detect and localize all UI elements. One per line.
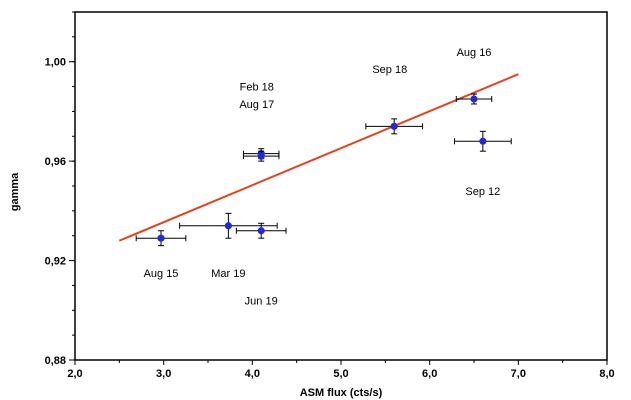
date-annotation: Aug 16 [457, 47, 492, 59]
annotation-layer: Aug 16 Sep 18 Feb 18 Aug 17 Sep 12 Aug 15 Mar … [144, 47, 501, 308]
y-tick-label: 1,00 [45, 57, 66, 69]
y-tick-label: 0,88 [45, 355, 66, 367]
date-annotation: Jun 19 [245, 295, 278, 307]
x-tick-label: 8,0 [599, 368, 614, 380]
date-annotation: Feb 18 [240, 82, 274, 94]
x-tick-label: 6,0 [422, 368, 437, 380]
data-point [135, 230, 187, 247]
date-annotation: Sep 18 [372, 64, 407, 76]
y-tick-label: 0,96 [45, 156, 66, 168]
date-annotation: Aug 17 [239, 99, 274, 111]
ticks-layer: 2,0 3,0 4,0 5,0 6,0 7,0 8,0 0,88 0,92 0,96 1,00 [45, 11, 615, 380]
data-point [455, 93, 493, 105]
fit-line [118, 73, 519, 242]
date-annotation: Mar 19 [211, 268, 245, 280]
y-tick-label: 0,92 [45, 256, 66, 268]
point-marker [257, 152, 265, 160]
date-annotation: Sep 12 [465, 186, 500, 198]
point-marker [470, 95, 478, 103]
data-point [365, 118, 424, 135]
plot-area-frame [74, 11, 608, 361]
data-point [179, 212, 278, 239]
point-marker [257, 227, 265, 235]
data-point [235, 222, 287, 239]
point-marker [390, 122, 398, 130]
x-tick-label: 3,0 [156, 368, 171, 380]
x-axis-title: ASM flux (cts/s) [300, 387, 383, 399]
data-point [242, 150, 280, 162]
point-marker [157, 234, 165, 242]
point-marker [224, 222, 232, 230]
points-layer [135, 93, 512, 247]
x-tick-label: 4,0 [245, 368, 260, 380]
x-tick-label: 7,0 [511, 368, 526, 380]
x-tick-label: 2,0 [67, 368, 82, 380]
data-point [453, 130, 512, 152]
date-annotation: Aug 15 [144, 268, 179, 280]
point-marker [479, 137, 487, 145]
x-tick-label: 5,0 [333, 368, 348, 380]
y-axis-title: gamma [9, 172, 21, 211]
